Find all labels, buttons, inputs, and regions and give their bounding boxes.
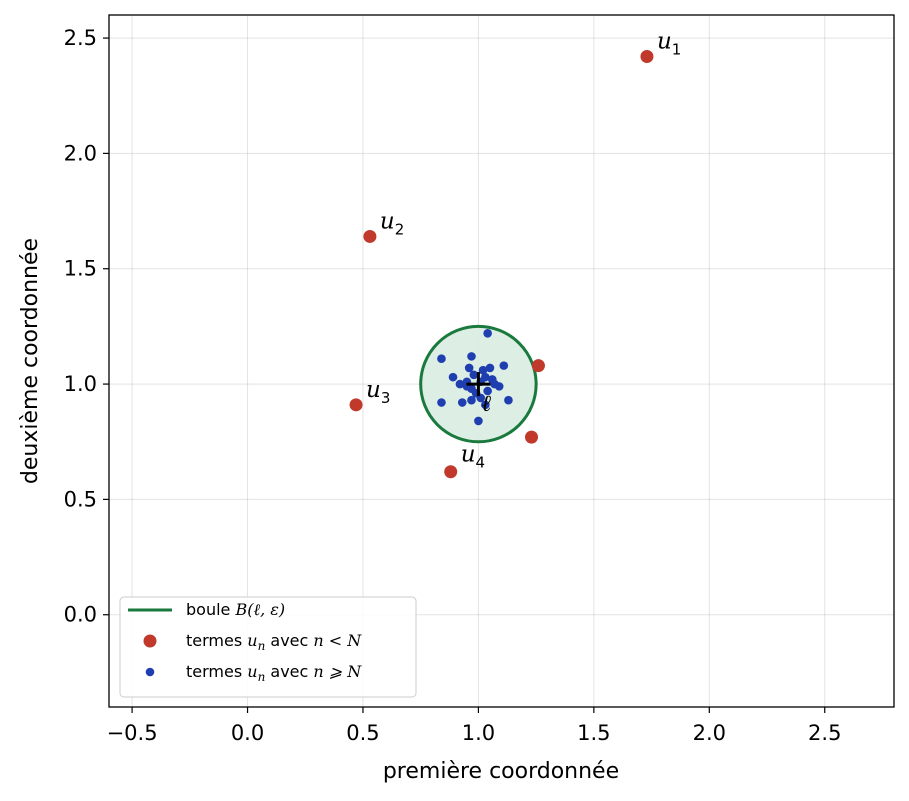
- legend-label: termes un avec n ⩾ N: [186, 662, 362, 684]
- late-term-point: [437, 398, 446, 407]
- y-tick-label: 2.5: [64, 26, 97, 50]
- legend-swatch-early: [143, 634, 157, 648]
- x-tick-label: 1.5: [577, 721, 610, 745]
- late-term-point: [469, 370, 479, 380]
- term-annotation-sub: 1: [672, 41, 682, 59]
- term-annotation-base: u: [366, 377, 381, 403]
- early-term-point: [444, 465, 458, 479]
- limit-label: ℓ: [481, 391, 491, 417]
- legend-box: [119, 596, 417, 698]
- y-axis-label: deuxième coordonnée: [18, 238, 43, 484]
- term-annotation-sub: 2: [395, 220, 405, 238]
- limit-marker: [466, 372, 491, 397]
- y-tick-label: 1.5: [64, 257, 97, 281]
- late-term-point: [504, 395, 513, 405]
- y-tick-label: 1.0: [64, 372, 97, 396]
- legend-label-part: n: [258, 670, 266, 684]
- term-annotation: u1: [657, 29, 681, 59]
- late-term-point: [455, 379, 465, 389]
- legend-label-part: termes: [186, 631, 247, 650]
- early-term-point: [525, 430, 539, 444]
- late-term-point: [490, 379, 499, 389]
- legend-label-part: u: [247, 631, 257, 650]
- late-term-point: [481, 400, 490, 410]
- legend-label-part: boule: [186, 600, 235, 619]
- legend-label-part: avec: [265, 631, 313, 650]
- legend-label: boule B(ℓ, ε): [186, 600, 285, 619]
- early-term-point: [363, 229, 377, 243]
- y-tick-label: 0.0: [64, 603, 97, 627]
- late-term-point: [457, 398, 467, 407]
- x-tick-label: 0.5: [346, 721, 379, 745]
- early-term-point: [531, 359, 545, 373]
- late-term-point: [467, 395, 476, 405]
- axis-ticks: −0.5 0.0 0.5 1.0 1.5 2.0 2.5 0.0 0.5 1.0 1.5 2.0 2.5: [64, 26, 842, 745]
- late-term-point: [485, 363, 495, 373]
- early-term-point: [640, 50, 654, 64]
- late-term-point: [474, 416, 483, 426]
- term-annotation-sub: 4: [476, 454, 486, 472]
- term-annotation: u4: [461, 442, 485, 472]
- late-term-point: [437, 354, 446, 363]
- legend-label-part: n ⩾ N: [313, 662, 362, 681]
- late-term-point: [448, 372, 458, 382]
- late-term-point: [464, 363, 474, 373]
- late-term-point: [483, 386, 492, 396]
- late-term-point: [499, 361, 509, 370]
- y-tick-label: 2.0: [64, 141, 97, 165]
- term-annotation-base: u: [380, 208, 395, 234]
- legend-label-part: B(ℓ, ε): [234, 600, 285, 619]
- legend-swatch-late: [145, 667, 155, 677]
- term-annotation-base: u: [657, 29, 672, 55]
- legend: boule B(ℓ, ε)termes un avec n < Ntermes …: [119, 596, 417, 698]
- y-tick-label: 0.5: [64, 487, 97, 511]
- x-tick-label: 1.0: [462, 721, 495, 745]
- term-annotation: u3: [366, 377, 390, 407]
- term-annotation-base: u: [461, 442, 476, 468]
- legend-label-part: avec: [265, 662, 313, 681]
- x-tick-label: −0.5: [107, 721, 158, 745]
- late-term-point: [483, 329, 492, 338]
- term-annotation: u2: [380, 208, 404, 238]
- early-term-point: [349, 398, 363, 412]
- late-term-point: [467, 352, 476, 361]
- legend-label-part: n: [258, 639, 266, 653]
- late-term-point: [478, 365, 488, 375]
- legend-label: termes un avec n < N: [186, 631, 362, 653]
- legend-label-part: termes: [186, 662, 247, 681]
- plot-frame: [108, 14, 895, 708]
- legend-label-part: u: [247, 662, 257, 681]
- x-tick-label: 2.5: [808, 721, 841, 745]
- x-axis-label: première coordonnée: [383, 759, 619, 784]
- legend-label-part: n < N: [313, 631, 362, 650]
- x-tick-label: 2.0: [693, 721, 726, 745]
- x-tick-label: 0.0: [231, 721, 264, 745]
- points-layer: ℓ: [349, 50, 654, 479]
- term-annotation-sub: 3: [381, 389, 391, 407]
